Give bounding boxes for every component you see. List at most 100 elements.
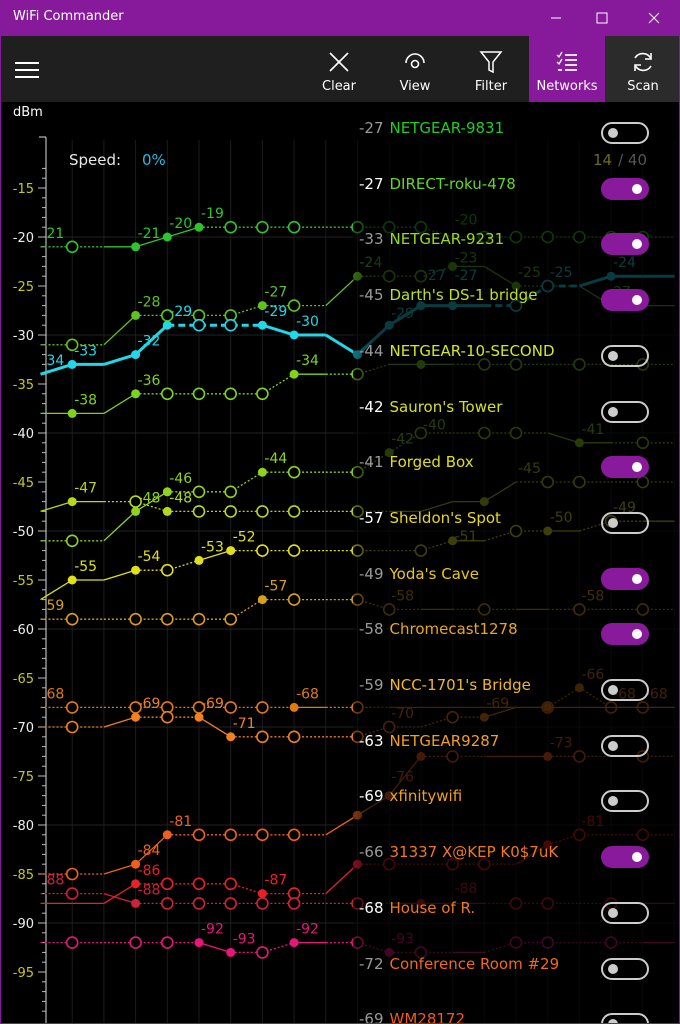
data-point-filled <box>131 712 141 722</box>
data-point-open <box>287 544 301 557</box>
network-row[interactable]: -27 DIRECT-roku-478 <box>359 175 679 205</box>
data-point-filled <box>162 830 172 840</box>
maximize-button[interactable] <box>579 0 625 36</box>
signal-value: -69 <box>359 787 384 806</box>
filter-button[interactable]: Filter <box>453 36 529 102</box>
speed-value: 0% <box>142 151 166 169</box>
network-toggle[interactable] <box>601 233 649 256</box>
network-toggle[interactable] <box>601 957 649 980</box>
network-toggle[interactable] <box>601 901 649 924</box>
data-point-open <box>224 318 237 332</box>
minimize-button[interactable] <box>533 0 579 36</box>
network-row[interactable]: -33 NETGEAR-9231 <box>359 230 679 260</box>
data-point-open <box>192 318 206 332</box>
data-point-open <box>129 495 142 508</box>
series-segment <box>103 863 136 875</box>
scan-button[interactable]: Scan <box>605 36 679 102</box>
network-toggle[interactable] <box>601 177 649 200</box>
signal-value: -63 <box>359 731 384 750</box>
data-point-filled <box>131 859 141 869</box>
network-name: NCC-1701's Bridge <box>389 676 531 694</box>
y-tick-label: -40 <box>13 427 34 442</box>
data-point-filled <box>131 506 141 516</box>
data-label: -34 <box>296 353 319 369</box>
data-point-open <box>224 612 237 626</box>
data-point-filled <box>289 702 299 712</box>
network-row[interactable]: -42 Sauron's Tower <box>359 398 679 428</box>
network-toggle[interactable] <box>601 400 649 423</box>
series-segment <box>167 226 200 238</box>
data-point-filled <box>257 889 267 899</box>
data-point-open <box>256 505 269 518</box>
network-name: Sauron's Tower <box>389 397 503 416</box>
network-row[interactable]: -58 Chromecast1278 <box>359 620 679 650</box>
data-point-filled <box>67 359 77 369</box>
network-count: 14 / 40 <box>593 151 647 169</box>
network-toggle[interactable] <box>601 344 649 367</box>
data-label: -69 <box>138 696 161 712</box>
menu-button[interactable] <box>9 52 45 88</box>
data-point-open <box>161 877 174 891</box>
data-point-open <box>224 220 237 234</box>
data-point-filled <box>67 575 77 585</box>
network-toggle[interactable] <box>601 846 649 869</box>
series-segment <box>325 333 359 356</box>
network-toggle[interactable] <box>601 456 649 479</box>
signal-value: -58 <box>359 620 384 639</box>
series-segment <box>325 275 358 307</box>
data-label: -57 <box>264 579 287 595</box>
network-toggle[interactable] <box>601 122 649 144</box>
network-row[interactable]: -41 Forged Box <box>359 453 679 483</box>
data-point-open <box>161 563 174 577</box>
series-segment <box>198 549 231 562</box>
network-toggle[interactable] <box>601 790 649 813</box>
data-point-open <box>256 701 269 714</box>
network-name: Conference Room #29 <box>389 954 560 973</box>
data-label: -20 <box>169 216 192 232</box>
clear-button[interactable]: Clear <box>301 36 377 102</box>
data-point-filled <box>131 898 141 908</box>
networks-button[interactable]: Networks <box>529 36 605 102</box>
data-label: -30 <box>296 314 319 330</box>
data-point-open <box>161 936 174 949</box>
data-point-filled <box>67 497 77 507</box>
network-row[interactable]: -59 NCC-1701's Bridge <box>359 676 679 706</box>
network-row[interactable]: -57 Sheldon's Spot <box>359 509 679 539</box>
network-row[interactable]: -49 Yoda's Cave <box>359 565 679 595</box>
data-label: -33 <box>74 343 97 359</box>
close-button[interactable] <box>631 0 677 36</box>
data-point-filled <box>226 732 236 742</box>
network-row[interactable]: -66 31337 X@KEP K0$7uK <box>359 843 679 873</box>
series-segment <box>40 579 73 601</box>
data-point-filled <box>257 467 267 477</box>
network-toggle[interactable] <box>601 623 649 646</box>
view-button[interactable]: View <box>377 36 453 102</box>
data-point-filled <box>67 408 77 418</box>
network-row[interactable]: -45 Darth's DS-1 bridge <box>359 286 679 316</box>
data-point-open <box>65 701 79 714</box>
selected-count: 14 <box>593 151 613 169</box>
data-point-open <box>161 897 174 910</box>
network-row[interactable]: -27 NETGEAR-9831 <box>359 119 679 149</box>
network-row[interactable]: -63 NETGEAR9287 <box>359 732 679 762</box>
network-toggle[interactable] <box>601 511 649 534</box>
data-label: 59 <box>47 598 65 614</box>
data-point-filled <box>194 712 204 722</box>
series-12: 88-88-88 <box>40 873 675 910</box>
network-name: WM28172 <box>389 1010 466 1024</box>
data-label: -27 <box>264 285 287 301</box>
network-toggle[interactable] <box>601 289 649 312</box>
network-toggle[interactable] <box>601 734 649 757</box>
network-toggle[interactable] <box>601 567 649 590</box>
network-row[interactable]: -44 NETGEAR-10-SECOND <box>359 342 679 372</box>
network-toggle[interactable] <box>601 1013 649 1023</box>
network-row[interactable]: -69 WM28172 <box>359 1010 679 1024</box>
network-toggle[interactable] <box>601 679 649 701</box>
y-tick-label: -20 <box>13 231 34 246</box>
data-point-filled <box>226 947 236 957</box>
data-label: 21 <box>47 226 65 242</box>
network-row[interactable]: -68 House of R. <box>359 899 679 929</box>
network-row[interactable]: -69 xfinitywifi <box>359 787 679 817</box>
data-point-open <box>65 612 79 626</box>
network-row[interactable]: -72 Conference Room #29 <box>359 955 679 985</box>
